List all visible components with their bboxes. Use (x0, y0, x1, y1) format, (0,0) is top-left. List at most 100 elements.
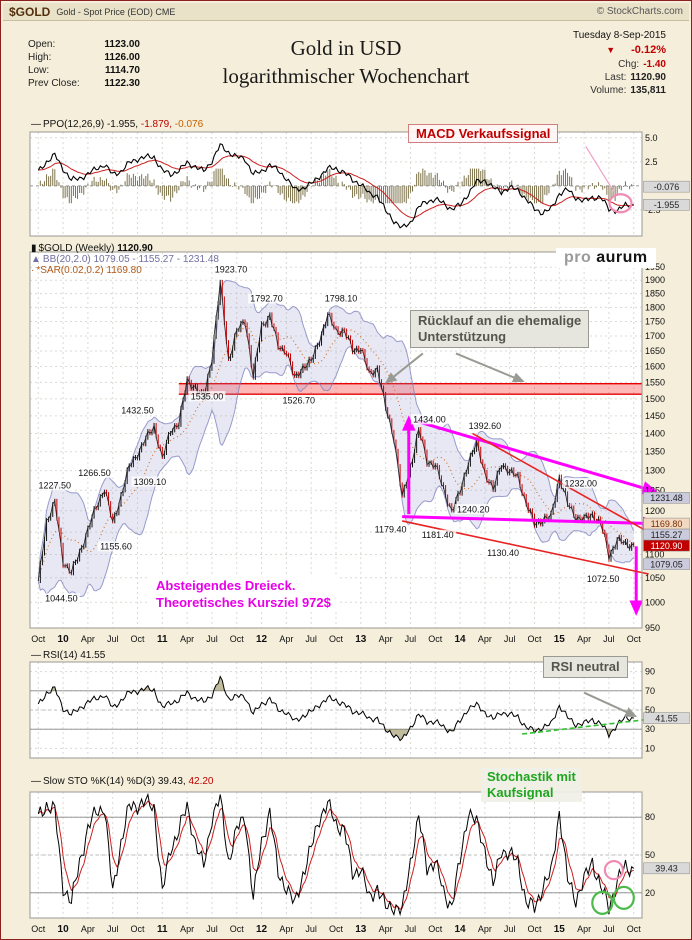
ppo-legend-name: PPO(12,26,9) (43, 119, 105, 130)
svg-text:Oct: Oct (31, 634, 46, 644)
quote-value: -1.40 (643, 59, 666, 70)
quote-label: Low: (28, 65, 50, 76)
svg-text:Apr: Apr (180, 924, 194, 934)
svg-text:1434.00: 1434.00 (413, 415, 446, 425)
quote-value: 1122.30 (104, 78, 140, 89)
svg-text:Oct: Oct (627, 634, 642, 644)
svg-text:1750: 1750 (645, 316, 665, 326)
svg-text:15: 15 (554, 634, 566, 645)
svg-text:Oct: Oct (131, 634, 146, 644)
svg-text:50: 50 (645, 850, 655, 860)
svg-text:1000: 1000 (645, 597, 665, 607)
ppo-legend: — PPO(12,26,9) -1.955, -1.879, -0.076 (31, 119, 203, 130)
price-last-value: 1120.90 (117, 243, 153, 254)
svg-text:1600: 1600 (645, 361, 665, 371)
rsi-value: 41.55 (80, 650, 106, 661)
svg-text:Apr: Apr (478, 924, 492, 934)
svg-text:10: 10 (645, 743, 655, 753)
quote-row: High: 1126.00 (28, 51, 140, 64)
quote-value: 135,811 (630, 85, 666, 96)
svg-text:1300: 1300 (645, 466, 665, 476)
svg-text:Jul: Jul (305, 924, 317, 934)
svg-text:10: 10 (58, 924, 70, 935)
svg-text:1392.60: 1392.60 (469, 421, 502, 431)
svg-text:Jul: Jul (107, 634, 119, 644)
percent-change: ▼ -0.12% (573, 43, 666, 58)
quote-value: 1114.70 (104, 65, 140, 76)
svg-text:Oct: Oct (230, 634, 245, 644)
stochastic-panel-plot: 80 50 20 39.43 Oct 10 Apr Jul Oct 11 Apr Jul Oct 12 Ap… (29, 791, 690, 935)
pullback-annotation-line2: Unterstützung (418, 329, 507, 344)
svg-text:15: 15 (554, 924, 566, 935)
svg-text:11: 11 (157, 924, 168, 935)
svg-text:Jul: Jul (206, 924, 218, 934)
svg-text:1072.50: 1072.50 (587, 574, 620, 584)
price-legend: ▮ $GOLD (Weekly) 1120.90 ▲ BB(20,2.0) 1079… (31, 243, 219, 276)
svg-text:39.43: 39.43 (655, 864, 678, 874)
svg-text:Apr: Apr (577, 634, 591, 644)
price-legend-line2: ▲ BB(20,2.0) 1079.05 - 1155.27 - 1231.48 (31, 254, 219, 265)
stochastic-buy-signal-annotation: Stochastik mit Kaufsignal (481, 768, 582, 802)
copyright-label: © StockCharts.com (596, 6, 683, 17)
ppo-panel-plot: 5.02.5-2.5-0.076-1.955 (29, 131, 690, 237)
svg-text:Apr: Apr (279, 924, 293, 934)
svg-text:1155.27: 1155.27 (651, 530, 683, 540)
header-bar: $GOLD Gold - Spot Price (EOD) CME © Stoc… (3, 3, 689, 21)
quote-summary-right: Tuesday 8-Sep-2015 ▼ -0.12% Chg: -1.40 Last… (573, 28, 666, 97)
svg-text:1923.70: 1923.70 (215, 264, 248, 274)
svg-text:70: 70 (645, 686, 655, 696)
svg-text:1800: 1800 (645, 302, 665, 312)
pro-aurum-logo: pro aurum (556, 248, 656, 268)
svg-text:Apr: Apr (379, 924, 393, 934)
svg-text:80: 80 (645, 812, 655, 822)
percent-change-value: -0.12% (631, 44, 666, 56)
svg-text:1650: 1650 (645, 346, 665, 356)
svg-text:1079.05: 1079.05 (650, 559, 683, 569)
quote-row: Prev Close: 1122.30 (28, 77, 140, 90)
svg-text:1231.48: 1231.48 (650, 493, 683, 503)
svg-text:1500: 1500 (645, 394, 665, 404)
sar-swatch-icon: · (31, 265, 35, 276)
quote-row: Volume: 135,811 (573, 84, 666, 97)
svg-text:Apr: Apr (81, 924, 95, 934)
quote-row: Last: 1120.90 (573, 71, 666, 84)
quote-value: 1126.00 (104, 52, 140, 63)
quote-date: Tuesday 8-Sep-2015 (572, 30, 666, 41)
svg-text:1450: 1450 (645, 411, 665, 421)
rsi-neutral-annotation: RSI neutral (543, 656, 628, 678)
svg-text:1798.10: 1798.10 (325, 294, 358, 304)
svg-text:1400: 1400 (645, 428, 665, 438)
quote-label: High: (28, 52, 52, 63)
chart-title-line1: Gold in USD (290, 36, 402, 60)
line-swatch-icon: — (31, 650, 41, 661)
svg-text:Apr: Apr (81, 634, 95, 644)
svg-text:1200: 1200 (645, 506, 665, 516)
quote-summary-left: Open: 1123.00 High: 1126.00 Low: 1114.70 Prev … (28, 38, 140, 90)
quote-value: 1123.00 (104, 39, 140, 50)
svg-text:11: 11 (157, 634, 168, 645)
rsi-panel-plot: 90 70 50 30 10 41.55 (29, 661, 690, 759)
macd-sell-signal-annotation: MACD Verkaufssignal (408, 124, 559, 143)
pullback-annotation-line1: Rücklauf an die ehemalige (418, 313, 582, 328)
triangle-annotation-line1: Absteigendes Dreieck. (156, 578, 296, 593)
stochastic-legend: — Slow STO %K(14) %D(3) 39.43, 42.20 (31, 776, 213, 787)
svg-text:1169.80: 1169.80 (651, 519, 683, 529)
svg-text:Oct: Oct (428, 634, 443, 644)
stochastic-k-value: 39.43, (157, 776, 186, 787)
svg-text:1350: 1350 (645, 447, 665, 457)
ppo-value: -1.955, (106, 119, 139, 130)
quote-label: Open: (28, 39, 56, 50)
svg-text:-1.955: -1.955 (654, 200, 680, 210)
svg-text:1155.60: 1155.60 (100, 542, 132, 552)
rsi-legend-name: RSI(14) (43, 650, 78, 661)
quote-label: Chg: (618, 59, 640, 70)
svg-text:1120.90: 1120.90 (651, 541, 683, 551)
svg-text:12: 12 (256, 634, 268, 645)
svg-text:Apr: Apr (577, 924, 591, 934)
svg-text:1240.20: 1240.20 (457, 504, 490, 514)
sar-legend: *SAR(0.02,0.2) 1169.80 (36, 265, 142, 276)
svg-text:14: 14 (454, 634, 466, 645)
ppo-signal-value: -1.879, (140, 119, 172, 130)
svg-text:13: 13 (355, 634, 367, 645)
